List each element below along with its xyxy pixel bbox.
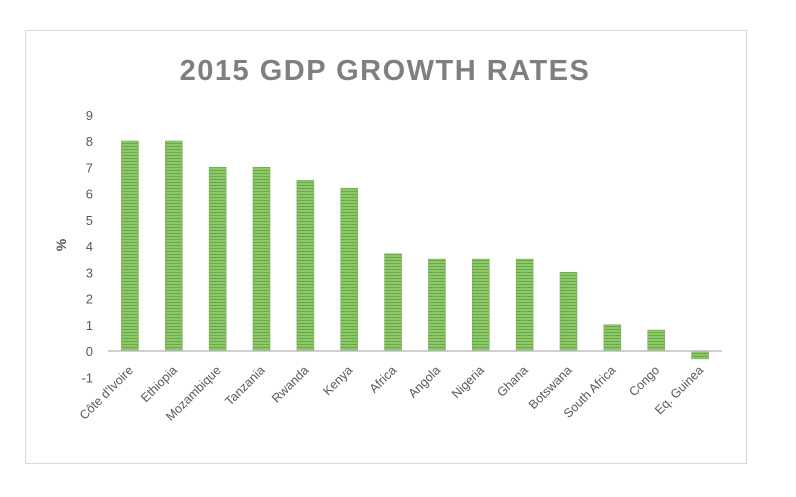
x-tick-label: Africa <box>367 363 400 396</box>
bar-africa <box>384 253 402 352</box>
bar-nigeria <box>471 258 490 352</box>
y-tick-label: 1 <box>86 318 93 333</box>
y-tick-label: -1 <box>81 370 93 385</box>
y-tick-label: 8 <box>86 134 93 149</box>
chart-frame <box>25 30 747 464</box>
bar-angola <box>428 258 446 352</box>
y-tick-label: 7 <box>86 160 93 175</box>
chart-title: 2015 GDP GROWTH RATES <box>180 55 591 87</box>
y-tick-label: 3 <box>86 265 93 280</box>
y-axis-label: % <box>53 238 69 251</box>
x-tick-label: Ethiopia <box>138 363 180 405</box>
y-tick-label: 5 <box>86 213 93 228</box>
bar-eq-guinea <box>691 350 709 360</box>
x-tick-label: Ghana <box>494 363 530 399</box>
x-tick-label: Tanzania <box>222 363 267 408</box>
bar-tanzania <box>252 166 271 352</box>
y-tick-label: 6 <box>86 187 93 202</box>
bar-mozambique <box>208 166 227 352</box>
bar-c-te-d-ivoire <box>121 140 139 352</box>
bar-ghana <box>515 258 534 352</box>
y-tick-label: 4 <box>86 239 93 254</box>
x-tick-label: Angola <box>406 363 443 400</box>
bar-botswana <box>559 271 578 352</box>
bar-congo <box>647 329 666 352</box>
bar-south-africa <box>603 324 622 352</box>
bar-kenya <box>340 187 359 352</box>
y-tick-label: 0 <box>86 344 93 359</box>
x-tick-label: Rwanda <box>269 363 311 405</box>
y-tick-label: 2 <box>86 292 93 307</box>
y-tick-label: 9 <box>86 108 93 123</box>
x-tick-label: Congo <box>626 363 662 399</box>
x-tick-label: Kenya <box>320 363 355 398</box>
bar-rwanda <box>296 180 315 352</box>
x-tick-label: Nigeria <box>449 363 487 401</box>
bar-ethiopia <box>164 140 183 352</box>
